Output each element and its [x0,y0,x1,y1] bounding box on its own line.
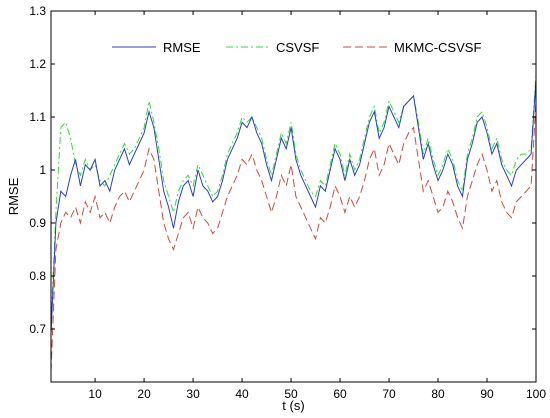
axis-ticks: 10 20 30 40 50 60 70 80 90 100 0.7 0.8 0.9 1 1.1 1.2 1.3 [29,4,546,401]
plot-frame [50,10,537,383]
y-tick-label: 1 [39,163,46,177]
legend-label-rmse: RMSE [163,40,201,55]
y-tick-label: 1.2 [29,57,46,71]
x-tick-label: 80 [431,387,445,401]
x-tick-label: 10 [88,387,102,401]
x-axis-label: t (s) [282,398,304,413]
x-tick-label: 40 [235,387,249,401]
x-tick-label: 30 [186,387,200,401]
legend: RMSE CSVSF MKMC-CSVSF [112,40,481,55]
y-tick-label: 0.9 [29,216,46,230]
x-tick-label: 20 [137,387,151,401]
x-tick-label: 100 [526,387,546,401]
y-tick-label: 0.7 [29,322,46,336]
series-line-csvsf [50,74,537,324]
y-tick-label: 0.8 [29,269,46,283]
x-tick-label: 90 [480,387,494,401]
y-tick-label: 1.3 [29,4,46,18]
x-tick-label: 70 [382,387,396,401]
y-tick-label: 1.1 [29,110,46,124]
x-tick-label: 60 [333,387,347,401]
plot-lines [50,74,537,372]
legend-label-mkmc-csvsf: MKMC-CSVSF [394,40,481,55]
series-line-mkmc-csvsf [50,101,537,372]
y-axis-label: RMSE [6,177,21,215]
series-line-rmse [50,79,537,335]
legend-label-csvsf: CSVSF [276,40,319,55]
x-tick-label: 50 [284,387,298,401]
